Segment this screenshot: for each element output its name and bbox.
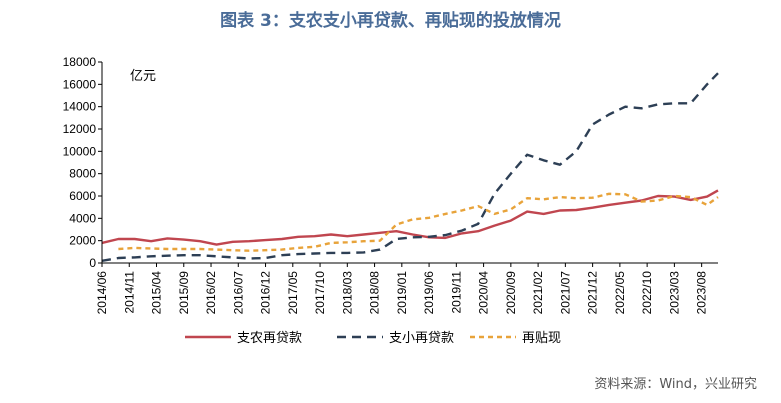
x-tick-label: 2015/04 bbox=[150, 271, 164, 315]
chart-title: 图表 3：支农支小再贷款、再贴现的投放情况 bbox=[220, 11, 561, 31]
x-tick-label: 2018/03 bbox=[340, 271, 354, 315]
x-tick-label: 2019/01 bbox=[395, 271, 409, 315]
x-tick-label: 2016/02 bbox=[204, 271, 218, 315]
x-tick-label: 2018/08 bbox=[368, 271, 382, 315]
x-tick-label: 2022/05 bbox=[613, 271, 627, 315]
x-tick-label: 2014/11 bbox=[122, 271, 136, 314]
x-tick-label: 2023/03 bbox=[667, 271, 681, 315]
y-tick-label: 12000 bbox=[63, 122, 97, 136]
x-tick-label: 2021/07 bbox=[558, 271, 572, 315]
x-tick-label: 2020/04 bbox=[477, 271, 491, 315]
x-tick-label: 2021/02 bbox=[531, 271, 545, 315]
x-tick-label: 2019/06 bbox=[422, 271, 436, 315]
y-tick-label: 4000 bbox=[69, 211, 96, 225]
y-tick-label: 6000 bbox=[69, 189, 96, 203]
x-tick-label: 2016/12 bbox=[259, 271, 273, 315]
x-tick-label: 2016/07 bbox=[231, 271, 245, 315]
series-line bbox=[101, 72, 719, 262]
y-tick-label: 16000 bbox=[63, 77, 97, 91]
y-tick-label: 10000 bbox=[63, 144, 97, 158]
x-tick-label: 2023/08 bbox=[695, 271, 709, 315]
legend-label: 支农再贷款 bbox=[237, 331, 302, 346]
legend-label: 再贴现 bbox=[522, 331, 561, 346]
x-tick-label: 2020/09 bbox=[504, 271, 518, 315]
x-tick-label: 2014/06 bbox=[95, 271, 109, 315]
x-tick-label: 2015/09 bbox=[177, 271, 191, 315]
x-tick-label: 2017/10 bbox=[313, 271, 327, 315]
source-note: 资料来源：Wind，兴业研究 bbox=[594, 377, 757, 392]
series-layer bbox=[101, 72, 719, 262]
x-tick-label: 2022/10 bbox=[640, 271, 654, 315]
y-tick-label: 18000 bbox=[63, 55, 97, 69]
series-line bbox=[101, 189, 719, 246]
y-tick-label: 2000 bbox=[69, 234, 96, 248]
x-tick-label: 2019/11 bbox=[449, 271, 463, 314]
legend: 支农再贷款 支小再贷款 再贴现 bbox=[185, 331, 561, 346]
x-tick-label: 2017/05 bbox=[286, 271, 300, 315]
y-tick-label: 8000 bbox=[69, 167, 96, 181]
y-tick-label: 0 bbox=[89, 256, 96, 270]
series-line bbox=[118, 192, 719, 252]
legend-label: 支小再贷款 bbox=[389, 331, 454, 346]
y-tick-label: 14000 bbox=[63, 100, 97, 114]
y-unit-label: 亿元 bbox=[130, 69, 156, 84]
axes: 0 2000 4000 6000 8000 10000 12000 14000 16000 180… bbox=[63, 55, 718, 314]
x-tick-label: 2021/12 bbox=[586, 271, 600, 315]
